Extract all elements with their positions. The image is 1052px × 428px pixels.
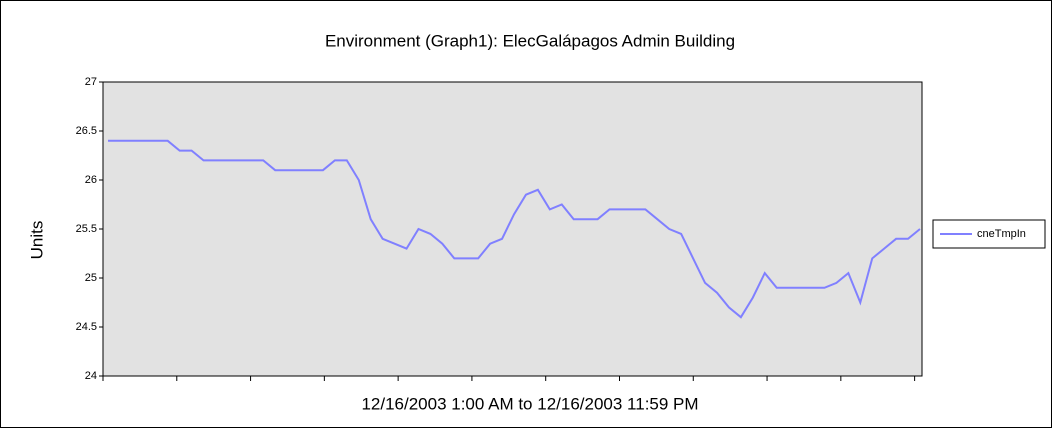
y-tick-label: 24	[85, 370, 97, 382]
y-tick-label: 25.5	[76, 223, 97, 235]
y-tick-label: 24.5	[76, 321, 97, 333]
y-tick-label: 26.5	[76, 125, 97, 137]
y-tick-label: 25	[85, 272, 97, 284]
plot-area	[102, 81, 923, 377]
y-tick-label: 26	[85, 174, 97, 186]
y-tick-label: 27	[85, 76, 97, 88]
chart-title: Environment (Graph1): ElecGalápagos Admi…	[325, 31, 735, 50]
x-axis-label: 12/16/2003 1:00 AM to 12/16/2003 11:59 P…	[361, 394, 698, 413]
data-line	[108, 139, 921, 319]
legend-label: cneTmpIn	[977, 228, 1026, 240]
y-axis-label: Units	[27, 221, 46, 260]
